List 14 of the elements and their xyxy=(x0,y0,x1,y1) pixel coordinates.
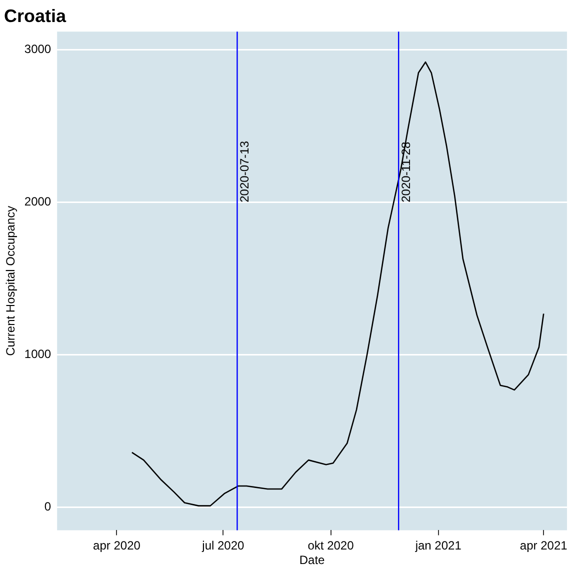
x-tick-label: apr 2021 xyxy=(520,538,568,553)
y-tick-label: 3000 xyxy=(24,42,52,56)
x-axis-title: Date xyxy=(299,553,326,568)
chart-title: Croatia xyxy=(4,6,68,26)
y-tick-label: 2000 xyxy=(24,194,52,209)
x-tick-label: apr 2020 xyxy=(93,538,141,553)
y-axis-title: Current Hospital Occupancy xyxy=(4,206,18,356)
ref-line-label: 2020-07-13 xyxy=(238,140,252,202)
x-tick-label: okt 2020 xyxy=(308,538,354,553)
x-tick-label: jul 2020 xyxy=(201,538,245,553)
y-tick-label: 1000 xyxy=(24,347,52,362)
x-tick-label: jan 2021 xyxy=(414,538,462,553)
y-tick-label: 0 xyxy=(44,500,52,514)
ref-line-label: 2020-11-28 xyxy=(398,142,413,202)
